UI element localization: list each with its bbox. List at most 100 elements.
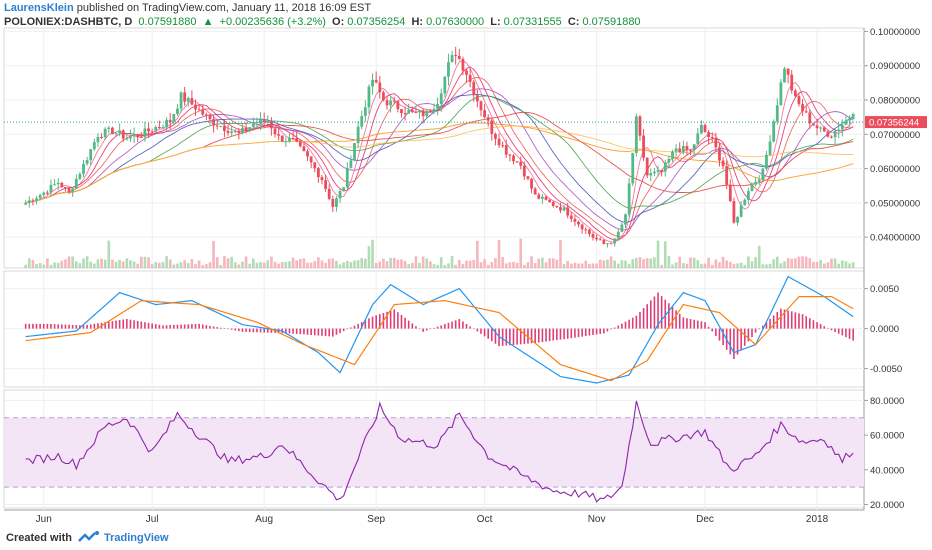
candle [147, 123, 150, 138]
volume-bar [841, 260, 844, 268]
candle-body [620, 224, 624, 232]
candle-body [566, 207, 570, 216]
candle-body [754, 181, 757, 185]
candle [103, 127, 107, 140]
macd-hist-bar [827, 328, 829, 329]
volume-bar [132, 261, 136, 268]
candle [548, 199, 552, 203]
author-link[interactable]: LaurensKlein [4, 2, 74, 14]
candle-body [324, 180, 327, 189]
candle [584, 227, 588, 234]
macd-hist-bar [715, 328, 717, 336]
rsi-line [25, 400, 854, 503]
x-tick-label: Nov [588, 514, 606, 525]
candle-body [24, 202, 28, 205]
volume-bar [667, 256, 671, 268]
volume-bar [27, 258, 31, 268]
macd-hist-bar [386, 311, 388, 329]
candle [35, 196, 38, 205]
macd-hist-bar [93, 323, 96, 329]
volume-bar [425, 258, 429, 268]
candle-body [483, 110, 486, 118]
candle [259, 112, 262, 131]
volume-bar [494, 258, 497, 268]
candle-body [830, 136, 833, 138]
volume-bar [172, 264, 176, 268]
volume-bar [822, 263, 826, 268]
volume-bar [396, 259, 400, 268]
candle-body [295, 138, 299, 142]
candle [775, 98, 779, 125]
volume-bar [389, 257, 392, 268]
volume-bar [67, 256, 71, 268]
macd-hist-bar [425, 328, 428, 331]
candle-body [212, 119, 215, 126]
macd-hist-bar [581, 328, 583, 337]
candle-body [840, 124, 844, 130]
candle [562, 204, 566, 212]
candle [544, 195, 548, 201]
volume-bar [685, 263, 689, 268]
macd-hist-bar [245, 328, 247, 332]
volume-bar [566, 261, 569, 268]
candle-body [465, 70, 468, 75]
volume-bar [595, 263, 598, 268]
candle-body [765, 154, 768, 169]
y-tick-label: 0.10000000 [870, 27, 920, 38]
macd-hist-bar [458, 319, 461, 329]
macd-hist-bar [165, 325, 168, 329]
candle-body [226, 130, 230, 134]
candle [107, 125, 111, 134]
candle [602, 239, 606, 245]
volume-bar [302, 258, 306, 268]
candle [241, 123, 244, 135]
volume-bar [797, 256, 801, 268]
macd-hist-bar [693, 319, 695, 329]
candle-body [772, 121, 776, 142]
candle-body [284, 141, 288, 143]
high-label: H: [411, 16, 424, 28]
candle-body [783, 68, 786, 83]
candle [212, 115, 215, 133]
y-tick-label: 60.0000 [870, 431, 904, 442]
candle-body [410, 110, 414, 112]
volume-bar [674, 262, 678, 268]
macd-hist-bar [53, 324, 56, 329]
candle-body [237, 131, 241, 134]
volume-bar [89, 261, 93, 268]
candle [345, 162, 349, 189]
candle-body [573, 218, 577, 222]
macd-hist-bar [270, 328, 273, 333]
volume-bar [400, 259, 403, 268]
volume-bar [450, 256, 454, 268]
candle-body [548, 199, 552, 203]
macd-hist-bar [346, 328, 349, 330]
macd-hist-bar [97, 323, 99, 329]
candle-body [432, 108, 436, 113]
candle [428, 109, 432, 113]
volume-bar [588, 264, 591, 268]
candle-body [551, 202, 555, 206]
candle [248, 126, 252, 133]
candle-body [721, 160, 725, 167]
candle-body [461, 58, 465, 71]
volume-bar [385, 261, 389, 268]
candle [746, 187, 750, 205]
candle-body [157, 127, 161, 129]
candle-body [85, 160, 89, 164]
candle [208, 113, 212, 125]
chart-canvas[interactable]: Jun Jul Aug Sep Oct Nov Dec 2018 0.04000000 0.050… [0, 0, 932, 526]
volume-bar [103, 259, 107, 268]
macd-hist-bar [704, 322, 706, 329]
tradingview-brand[interactable]: TradingView [104, 532, 169, 544]
candle-body [790, 74, 794, 91]
candle-body [248, 127, 252, 131]
candle-body [60, 182, 64, 188]
candle [179, 91, 183, 113]
volume-bar [757, 245, 761, 268]
candle [504, 139, 508, 158]
candle-body [407, 110, 411, 114]
candle [732, 197, 736, 224]
volume-bar [147, 257, 150, 268]
volume-bar [794, 258, 797, 268]
